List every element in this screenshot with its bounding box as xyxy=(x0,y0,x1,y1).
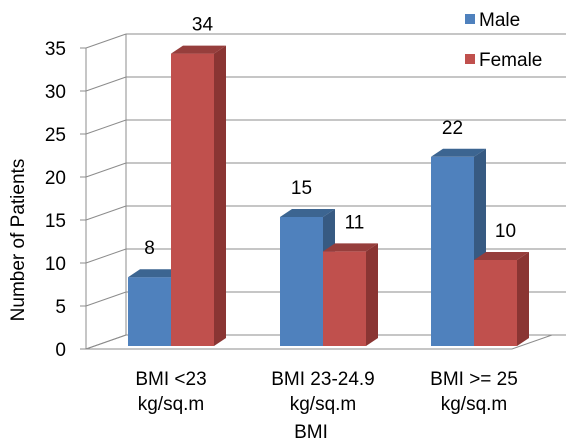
gridline-side xyxy=(85,119,127,135)
y-tick-label: 20 xyxy=(45,168,66,189)
gridline-side xyxy=(85,162,127,178)
legend-item-male: Male xyxy=(452,10,568,32)
labels: 0 5 10 15 20 25 30 35 8 34 BMI <23 kg/sq.m 15 11 BMI 2… xyxy=(45,15,518,415)
legend-label: Male xyxy=(479,10,520,31)
gridline-side xyxy=(85,33,127,49)
x-category-label: BMI 23-24.9 xyxy=(271,369,375,390)
gridline-side xyxy=(85,291,127,307)
data-label: 8 xyxy=(144,238,155,259)
x-category-label: kg/sq.m xyxy=(441,394,508,415)
legend-bg xyxy=(452,10,568,32)
floor xyxy=(85,334,553,350)
data-label: 34 xyxy=(192,15,214,36)
y-tick-label: 25 xyxy=(45,125,66,146)
bar-front xyxy=(431,156,474,346)
bar-front xyxy=(474,260,517,346)
x-category-label: kg/sq.m xyxy=(138,394,205,415)
bar-front xyxy=(280,217,323,346)
y-tick-label: 35 xyxy=(45,39,66,60)
bar-top xyxy=(323,243,378,252)
bar-top xyxy=(128,269,183,278)
bar-side xyxy=(366,243,378,346)
data-label: 22 xyxy=(442,118,463,139)
bar-top xyxy=(280,209,335,217)
y-tick-label: 5 xyxy=(55,297,66,318)
x-category-label: BMI >= 25 xyxy=(430,369,518,390)
data-label: 11 xyxy=(345,212,365,233)
gridline-side xyxy=(85,205,127,221)
legend-label: Female xyxy=(479,50,542,71)
legend-swatch xyxy=(465,14,475,24)
y-axis-title: Number of Patients xyxy=(8,159,29,322)
bar-top xyxy=(474,252,529,260)
legend-bg xyxy=(452,50,568,72)
bar-side xyxy=(517,252,529,346)
legend-swatch xyxy=(465,54,475,64)
bar-top xyxy=(171,45,226,54)
y-tick-label: 30 xyxy=(45,82,66,103)
legend-item-female: Female xyxy=(452,50,568,72)
legend: Male Female xyxy=(452,10,568,72)
bar-front xyxy=(171,53,214,346)
y-tick-label: 0 xyxy=(55,340,66,361)
bar-front xyxy=(323,251,366,346)
data-label: 15 xyxy=(291,178,312,199)
bar-female xyxy=(474,252,529,346)
bars xyxy=(128,45,529,346)
y-tick-label: 10 xyxy=(45,254,66,275)
x-axis-title: BMI xyxy=(294,422,328,441)
gridline-side xyxy=(85,248,127,264)
x-category-label: kg/sq.m xyxy=(290,394,357,415)
bar-side xyxy=(214,45,226,346)
bar-female xyxy=(171,45,226,346)
data-label: 10 xyxy=(495,221,516,242)
y-tick-label: 15 xyxy=(45,211,66,232)
bar-female xyxy=(323,243,378,346)
gridline-side xyxy=(85,76,127,92)
bar-top xyxy=(431,148,486,157)
x-category-label: BMI <23 xyxy=(135,369,206,390)
bar-front xyxy=(128,277,171,346)
